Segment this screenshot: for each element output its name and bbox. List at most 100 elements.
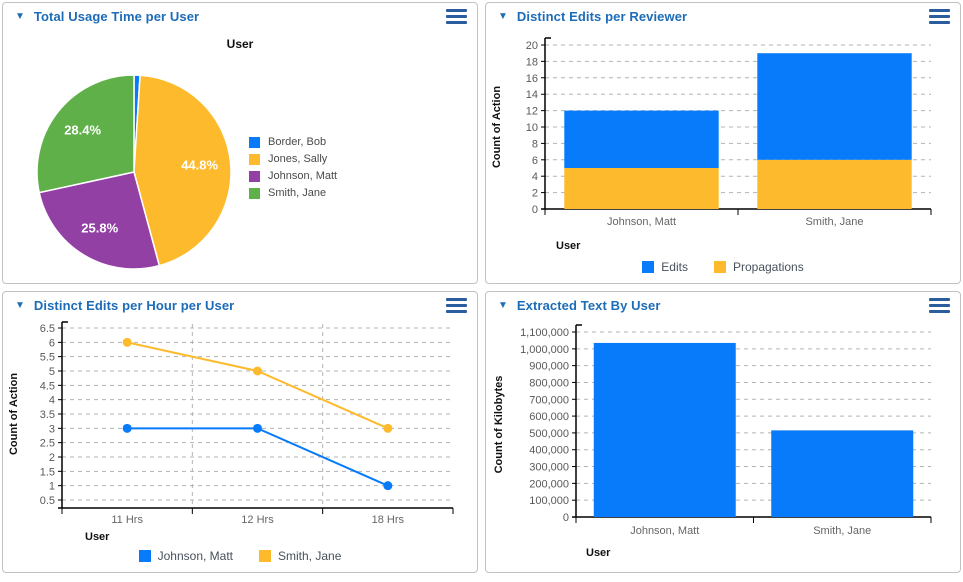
line-chart-body: 0.5 1 1.5 2 2.5 3 3.5 4 4.5 5 5.5 6 6.5 Count of Acti… bbox=[3, 319, 477, 572]
x-category-label: Smith, Jane bbox=[813, 525, 871, 537]
pie-slice[interactable] bbox=[38, 171, 161, 270]
legend-label: Border, Bob bbox=[268, 136, 327, 148]
line-chart: 0.5 1 1.5 2 2.5 3 3.5 4 4.5 5 5.5 6 6.5 Count of Acti… bbox=[8, 321, 454, 543]
y-axis: 0.5 1 1.5 2 2.5 3 3.5 4 4.5 5 5.5 6 6.5 bbox=[40, 321, 453, 508]
panel-title: Distinct Edits per Hour per User bbox=[33, 298, 235, 313]
data-point[interactable] bbox=[383, 481, 393, 491]
pie-slice[interactable] bbox=[133, 74, 232, 267]
y-tick-label: 6 bbox=[532, 155, 538, 167]
panel-distinct-edits-per-hour: ▼ Distinct Edits per Hour per User 0.5 1 1… bbox=[2, 291, 478, 573]
data-point[interactable] bbox=[253, 423, 262, 433]
bar-segment[interactable] bbox=[593, 342, 736, 517]
bar-segment[interactable] bbox=[564, 168, 719, 209]
panel-title: Distinct Edits per Reviewer bbox=[516, 9, 688, 24]
y-tick-label: 0 bbox=[563, 512, 569, 524]
y-tick-label: 14 bbox=[526, 89, 538, 101]
legend-swatch bbox=[642, 261, 655, 273]
legend-label: Jones, Sally bbox=[268, 153, 328, 165]
y-tick-label: 0.5 bbox=[40, 495, 55, 507]
collapse-arrow-icon[interactable]: ▼ bbox=[15, 10, 25, 22]
y-tick-label: 3 bbox=[49, 423, 55, 435]
y-axis-title: Count of Action bbox=[8, 373, 20, 455]
collapse-arrow-icon[interactable]: ▼ bbox=[498, 299, 508, 311]
pie-legend: Border, Bob Jones, Sally Johnson, Matt Smit… bbox=[249, 136, 337, 204]
legend-item: Johnson, Matt bbox=[138, 549, 233, 563]
legend-swatch bbox=[259, 550, 271, 562]
y-tick-label: 5.5 bbox=[40, 352, 55, 364]
y-tick-label: 800,000 bbox=[529, 377, 569, 389]
y-tick-label: 20 bbox=[526, 40, 538, 52]
data-point[interactable] bbox=[122, 423, 132, 433]
pie-chart-body: User 44.8% 25.8% 28.4% Border, Bob Jones, Sa… bbox=[3, 30, 477, 283]
legend-label: Propagations bbox=[732, 260, 804, 274]
y-tick-label: 100,000 bbox=[529, 495, 569, 507]
bar-chart: 0 100,000 200,000 300,000 400,000 500,000 600,… bbox=[493, 324, 932, 559]
x-axis-title: User bbox=[85, 531, 110, 543]
hamburger-menu-icon[interactable] bbox=[446, 9, 467, 24]
panel-header-total-usage-time: ▼ Total Usage Time per User bbox=[3, 3, 477, 30]
pie-title: User bbox=[227, 37, 254, 51]
legend-swatch bbox=[713, 261, 726, 273]
bar-segment[interactable] bbox=[564, 110, 719, 168]
y-axis-title: Count of Kilobytes bbox=[493, 376, 505, 474]
line-chart-legend: Johnson, Matt Smith, Jane bbox=[3, 543, 477, 569]
legend-label: Johnson, Matt bbox=[268, 170, 338, 182]
y-tick-label: 8 bbox=[532, 138, 538, 150]
y-tick-label: 2.5 bbox=[40, 438, 55, 450]
pie-data-label: 25.8% bbox=[81, 220, 118, 235]
legend-item: Propagations bbox=[713, 260, 804, 274]
panel-total-usage-time: ▼ Total Usage Time per User User 44.8% 25.… bbox=[2, 2, 478, 284]
panel-header-distinct-edits-per-reviewer: ▼ Distinct Edits per Reviewer bbox=[486, 3, 960, 30]
y-tick-label: 5 bbox=[49, 366, 55, 378]
hamburger-menu-icon[interactable] bbox=[446, 298, 467, 313]
y-tick-label: 10 bbox=[526, 122, 538, 134]
legend-swatch bbox=[249, 136, 260, 148]
panel-header-distinct-edits-per-hour: ▼ Distinct Edits per Hour per User bbox=[3, 292, 477, 319]
legend-item: Edits bbox=[642, 260, 688, 274]
y-tick-label: 6.5 bbox=[40, 323, 55, 335]
y-tick-label: 0 bbox=[532, 204, 538, 216]
x-category-label: Johnson, Matt bbox=[630, 525, 699, 537]
x-axis-title: User bbox=[586, 547, 611, 559]
x-axis: Johnson, Matt Smith, Jane bbox=[572, 516, 932, 537]
data-point[interactable] bbox=[253, 366, 262, 376]
y-tick-label: 3.5 bbox=[40, 409, 55, 421]
bar-chart-body: 0 100,000 200,000 300,000 400,000 500,000 600,… bbox=[486, 319, 960, 572]
y-tick-label: 900,000 bbox=[529, 361, 569, 373]
hamburger-menu-icon[interactable] bbox=[929, 9, 950, 24]
y-tick-label: 2 bbox=[49, 452, 55, 464]
data-point[interactable] bbox=[383, 423, 393, 433]
y-tick-label: 18 bbox=[526, 56, 538, 68]
bar-segment[interactable] bbox=[757, 53, 912, 160]
x-category-label: 12 Hrs bbox=[241, 514, 274, 526]
collapse-arrow-icon[interactable]: ▼ bbox=[15, 299, 25, 311]
x-axis: Johnson, Matt Smith, Jane bbox=[541, 208, 932, 228]
hamburger-menu-icon[interactable] bbox=[929, 298, 950, 313]
legend-swatch bbox=[249, 153, 260, 165]
pie-chart: User 44.8% 25.8% 28.4% bbox=[36, 37, 254, 270]
y-tick-label: 1.5 bbox=[40, 466, 55, 478]
y-tick-label: 300,000 bbox=[529, 462, 569, 474]
y-tick-label: 600,000 bbox=[529, 411, 569, 423]
y-axis-title: Count of Action bbox=[491, 86, 503, 168]
y-tick-label: 1,000,000 bbox=[520, 344, 569, 356]
x-category-label: 18 Hrs bbox=[372, 514, 405, 526]
stacked-bar-chart: 0 2 4 6 8 10 12 14 16 18 20 Count of Action Johnson,… bbox=[491, 37, 932, 252]
y-tick-label: 4 bbox=[49, 395, 55, 407]
legend-item: Johnson, Matt bbox=[249, 170, 337, 182]
pie-data-label: 44.8% bbox=[181, 157, 218, 172]
pie-slice[interactable] bbox=[36, 74, 135, 194]
bar-segment[interactable] bbox=[757, 159, 912, 209]
bar-segment[interactable] bbox=[771, 430, 914, 517]
data-point[interactable] bbox=[122, 337, 132, 347]
x-category-label: Johnson, Matt bbox=[607, 216, 676, 228]
panel-extracted-text: ▼ Extracted Text By User 0 100,000 200,000… bbox=[485, 291, 961, 573]
panel-title: Total Usage Time per User bbox=[33, 9, 200, 24]
y-tick-label: 1,100,000 bbox=[520, 327, 569, 339]
y-tick-label: 500,000 bbox=[529, 428, 569, 440]
legend-item: Smith, Jane bbox=[249, 187, 337, 199]
collapse-arrow-icon[interactable]: ▼ bbox=[498, 10, 508, 22]
panel-header-extracted-text: ▼ Extracted Text By User bbox=[486, 292, 960, 319]
legend-item: Smith, Jane bbox=[259, 549, 341, 563]
y-tick-label: 200,000 bbox=[529, 478, 569, 490]
